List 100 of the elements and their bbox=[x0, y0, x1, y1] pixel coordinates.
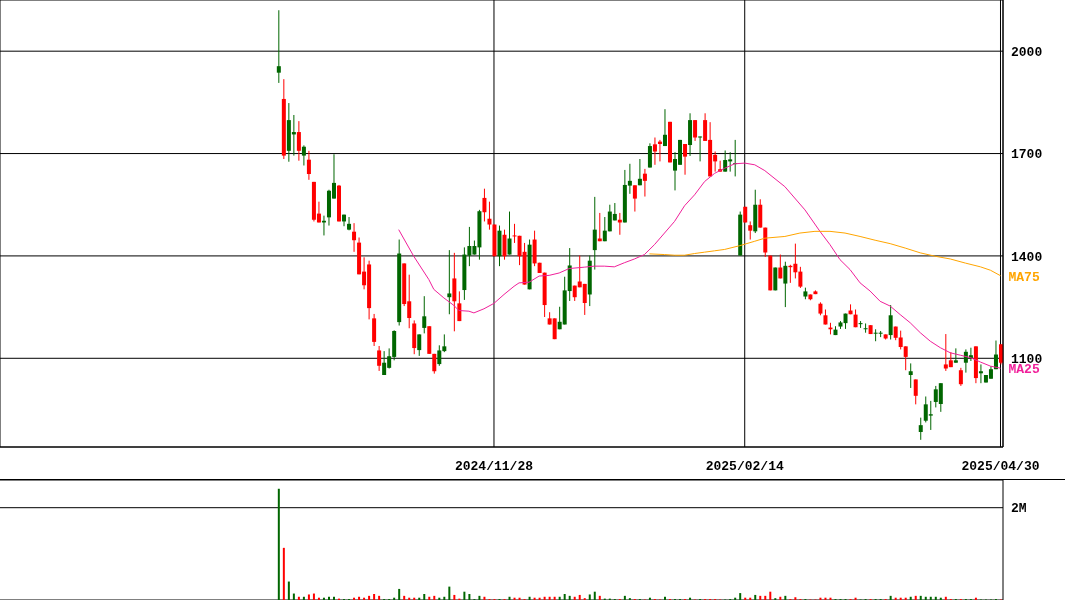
bar bbox=[403, 595, 406, 600]
candlestick bbox=[642, 168, 647, 198]
candlestick bbox=[306, 150, 311, 181]
bar bbox=[739, 593, 742, 600]
bar bbox=[573, 596, 576, 600]
candlestick bbox=[913, 378, 918, 405]
candlestick bbox=[301, 144, 306, 166]
bar bbox=[358, 596, 361, 600]
candlestick bbox=[637, 158, 642, 186]
candlestick bbox=[437, 344, 442, 367]
bar bbox=[784, 595, 787, 600]
candlestick bbox=[276, 9, 281, 84]
bar bbox=[423, 594, 426, 600]
candlestick bbox=[693, 119, 698, 142]
candlestick bbox=[918, 417, 923, 441]
candlestick bbox=[532, 230, 537, 267]
bar bbox=[944, 596, 947, 600]
bar bbox=[764, 595, 767, 600]
candlestick bbox=[798, 266, 803, 289]
bar bbox=[302, 596, 305, 600]
bar bbox=[914, 595, 917, 600]
bar bbox=[508, 596, 511, 600]
candlestick bbox=[507, 211, 512, 256]
bar bbox=[378, 595, 381, 600]
candlestick bbox=[958, 367, 963, 387]
bar bbox=[759, 595, 762, 600]
series-label: MA75 bbox=[1008, 269, 1040, 285]
series-label: MA25 bbox=[1008, 362, 1040, 378]
candlestick bbox=[447, 249, 452, 315]
candlestick bbox=[953, 347, 958, 364]
bar bbox=[297, 596, 300, 600]
bar bbox=[332, 596, 335, 600]
y-tick-label: 1700 bbox=[1011, 147, 1043, 163]
x-tick-label: 2025/02/14 bbox=[705, 459, 784, 475]
bar bbox=[754, 594, 757, 600]
bar bbox=[292, 593, 295, 600]
bar bbox=[277, 488, 280, 600]
bar bbox=[443, 596, 446, 600]
bar bbox=[368, 595, 371, 600]
candlestick bbox=[888, 304, 893, 341]
bar bbox=[453, 594, 456, 600]
bar bbox=[528, 596, 531, 600]
bar bbox=[428, 596, 431, 600]
bar bbox=[563, 594, 566, 600]
bar bbox=[543, 596, 546, 600]
bar bbox=[588, 594, 591, 600]
candlestick bbox=[377, 345, 382, 372]
candlestick bbox=[908, 362, 913, 389]
candlestick bbox=[632, 184, 637, 213]
candlestick bbox=[928, 400, 933, 431]
bar bbox=[327, 596, 330, 600]
candlestick bbox=[758, 198, 763, 229]
candlestick bbox=[502, 229, 507, 261]
bar bbox=[663, 596, 666, 600]
x-tick-label: 2024/11/28 bbox=[454, 459, 534, 475]
bar bbox=[448, 586, 451, 600]
bar bbox=[779, 596, 782, 600]
candlestick bbox=[748, 220, 753, 241]
candlestick bbox=[422, 295, 427, 334]
bar bbox=[468, 594, 471, 600]
candlestick bbox=[512, 223, 517, 244]
candlestick bbox=[487, 201, 492, 231]
bar bbox=[929, 596, 932, 600]
line-series bbox=[648, 230, 1001, 277]
candlestick bbox=[698, 135, 703, 162]
y-tick-label: 2000 bbox=[1011, 44, 1043, 60]
candlestick bbox=[352, 222, 357, 253]
candlestick bbox=[296, 120, 301, 162]
candlestick bbox=[863, 322, 868, 334]
candlestick bbox=[783, 261, 788, 308]
bar bbox=[919, 595, 922, 600]
y-tick-label: 1400 bbox=[1011, 249, 1043, 265]
bar bbox=[578, 594, 581, 600]
candlestick bbox=[417, 333, 422, 357]
bar bbox=[558, 596, 561, 600]
candlestick bbox=[647, 142, 652, 169]
candlestick bbox=[683, 143, 688, 176]
candlestick bbox=[457, 290, 462, 322]
bar bbox=[433, 595, 436, 600]
bar bbox=[598, 595, 601, 600]
candlestick bbox=[347, 216, 352, 231]
bar bbox=[593, 591, 596, 600]
candlestick bbox=[938, 382, 943, 413]
bar bbox=[282, 547, 285, 600]
candlestick bbox=[602, 216, 607, 242]
bar bbox=[478, 595, 481, 600]
bar bbox=[623, 595, 626, 600]
bar bbox=[794, 597, 797, 600]
bar bbox=[373, 594, 376, 600]
candlestick bbox=[582, 283, 587, 316]
candlestick bbox=[452, 252, 457, 332]
bar bbox=[463, 591, 466, 600]
bar bbox=[924, 596, 927, 600]
candlestick bbox=[652, 137, 657, 166]
candlestick bbox=[978, 363, 983, 384]
bar bbox=[934, 596, 937, 600]
bar bbox=[568, 595, 571, 600]
candlestick bbox=[372, 313, 377, 347]
bar bbox=[889, 595, 892, 600]
candlestick bbox=[662, 108, 667, 147]
